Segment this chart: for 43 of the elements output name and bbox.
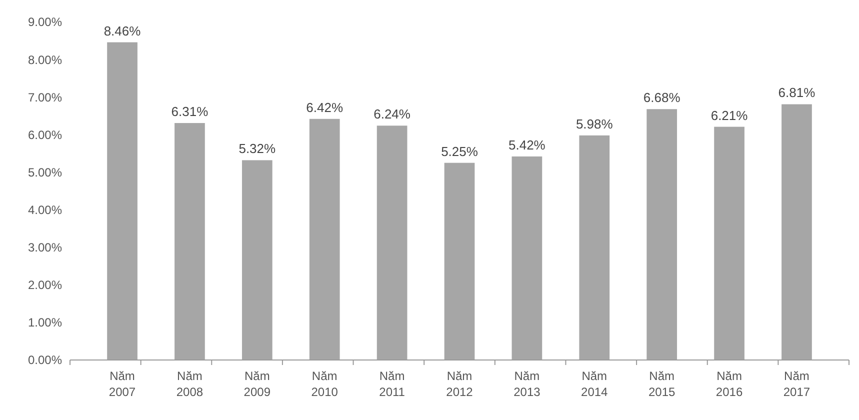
- y-tick-label: 2.00%: [28, 278, 62, 292]
- bar: [444, 162, 475, 360]
- x-tick-label: Năm 2012: [446, 369, 474, 399]
- bar: [714, 126, 744, 360]
- data-label: 6.24%: [374, 106, 411, 122]
- y-tick-label: 1.00%: [28, 316, 62, 330]
- y-tick-label: 6.00%: [28, 128, 62, 142]
- y-tick-label: 3.00%: [28, 240, 62, 255]
- data-label: 8.46%: [104, 23, 142, 38]
- y-tick-label: 9.00%: [28, 15, 62, 30]
- data-label: 6.81%: [778, 85, 816, 100]
- bar: [376, 126, 408, 360]
- y-tick-label: 5.00%: [28, 165, 62, 180]
- data-label: 5.25%: [441, 144, 478, 159]
- data-label: 6.31%: [171, 104, 209, 120]
- data-label: 5.42%: [508, 137, 546, 152]
- x-tick-label: Năm 2014: [581, 369, 608, 399]
- bar: [107, 42, 138, 360]
- y-tick-label: 8.00%: [28, 52, 62, 67]
- x-tick-label: Năm 2009: [244, 369, 271, 399]
- bar: [512, 156, 542, 360]
- bar: [174, 123, 205, 360]
- x-tick-label: Năm 2010: [311, 369, 338, 399]
- x-tick-label: Năm 2011: [379, 369, 406, 399]
- x-tick-label: Năm 2008: [176, 369, 204, 399]
- x-tick-label: Năm 2013: [514, 369, 541, 399]
- data-label: 6.68%: [643, 90, 681, 106]
- bar: [782, 104, 812, 360]
- x-tick-label: Năm 2017: [783, 369, 810, 399]
- x-tick-label: Năm 2016: [716, 369, 743, 399]
- x-tick-label: Năm 2007: [108, 369, 136, 399]
- data-label: 6.42%: [306, 100, 344, 115]
- y-tick-label: 4.00%: [28, 202, 62, 217]
- data-label: 5.32%: [238, 141, 276, 156]
- bar: [309, 118, 340, 360]
- bar: [579, 135, 610, 360]
- data-label: 6.21%: [710, 108, 748, 123]
- bar: [242, 160, 272, 360]
- y-tick-label: 7.00%: [28, 90, 62, 104]
- y-tick-label: 0.00%: [28, 353, 62, 368]
- data-label: 5.98%: [576, 116, 614, 132]
- x-tick-label: Năm 2015: [648, 369, 676, 399]
- bar: [646, 109, 678, 360]
